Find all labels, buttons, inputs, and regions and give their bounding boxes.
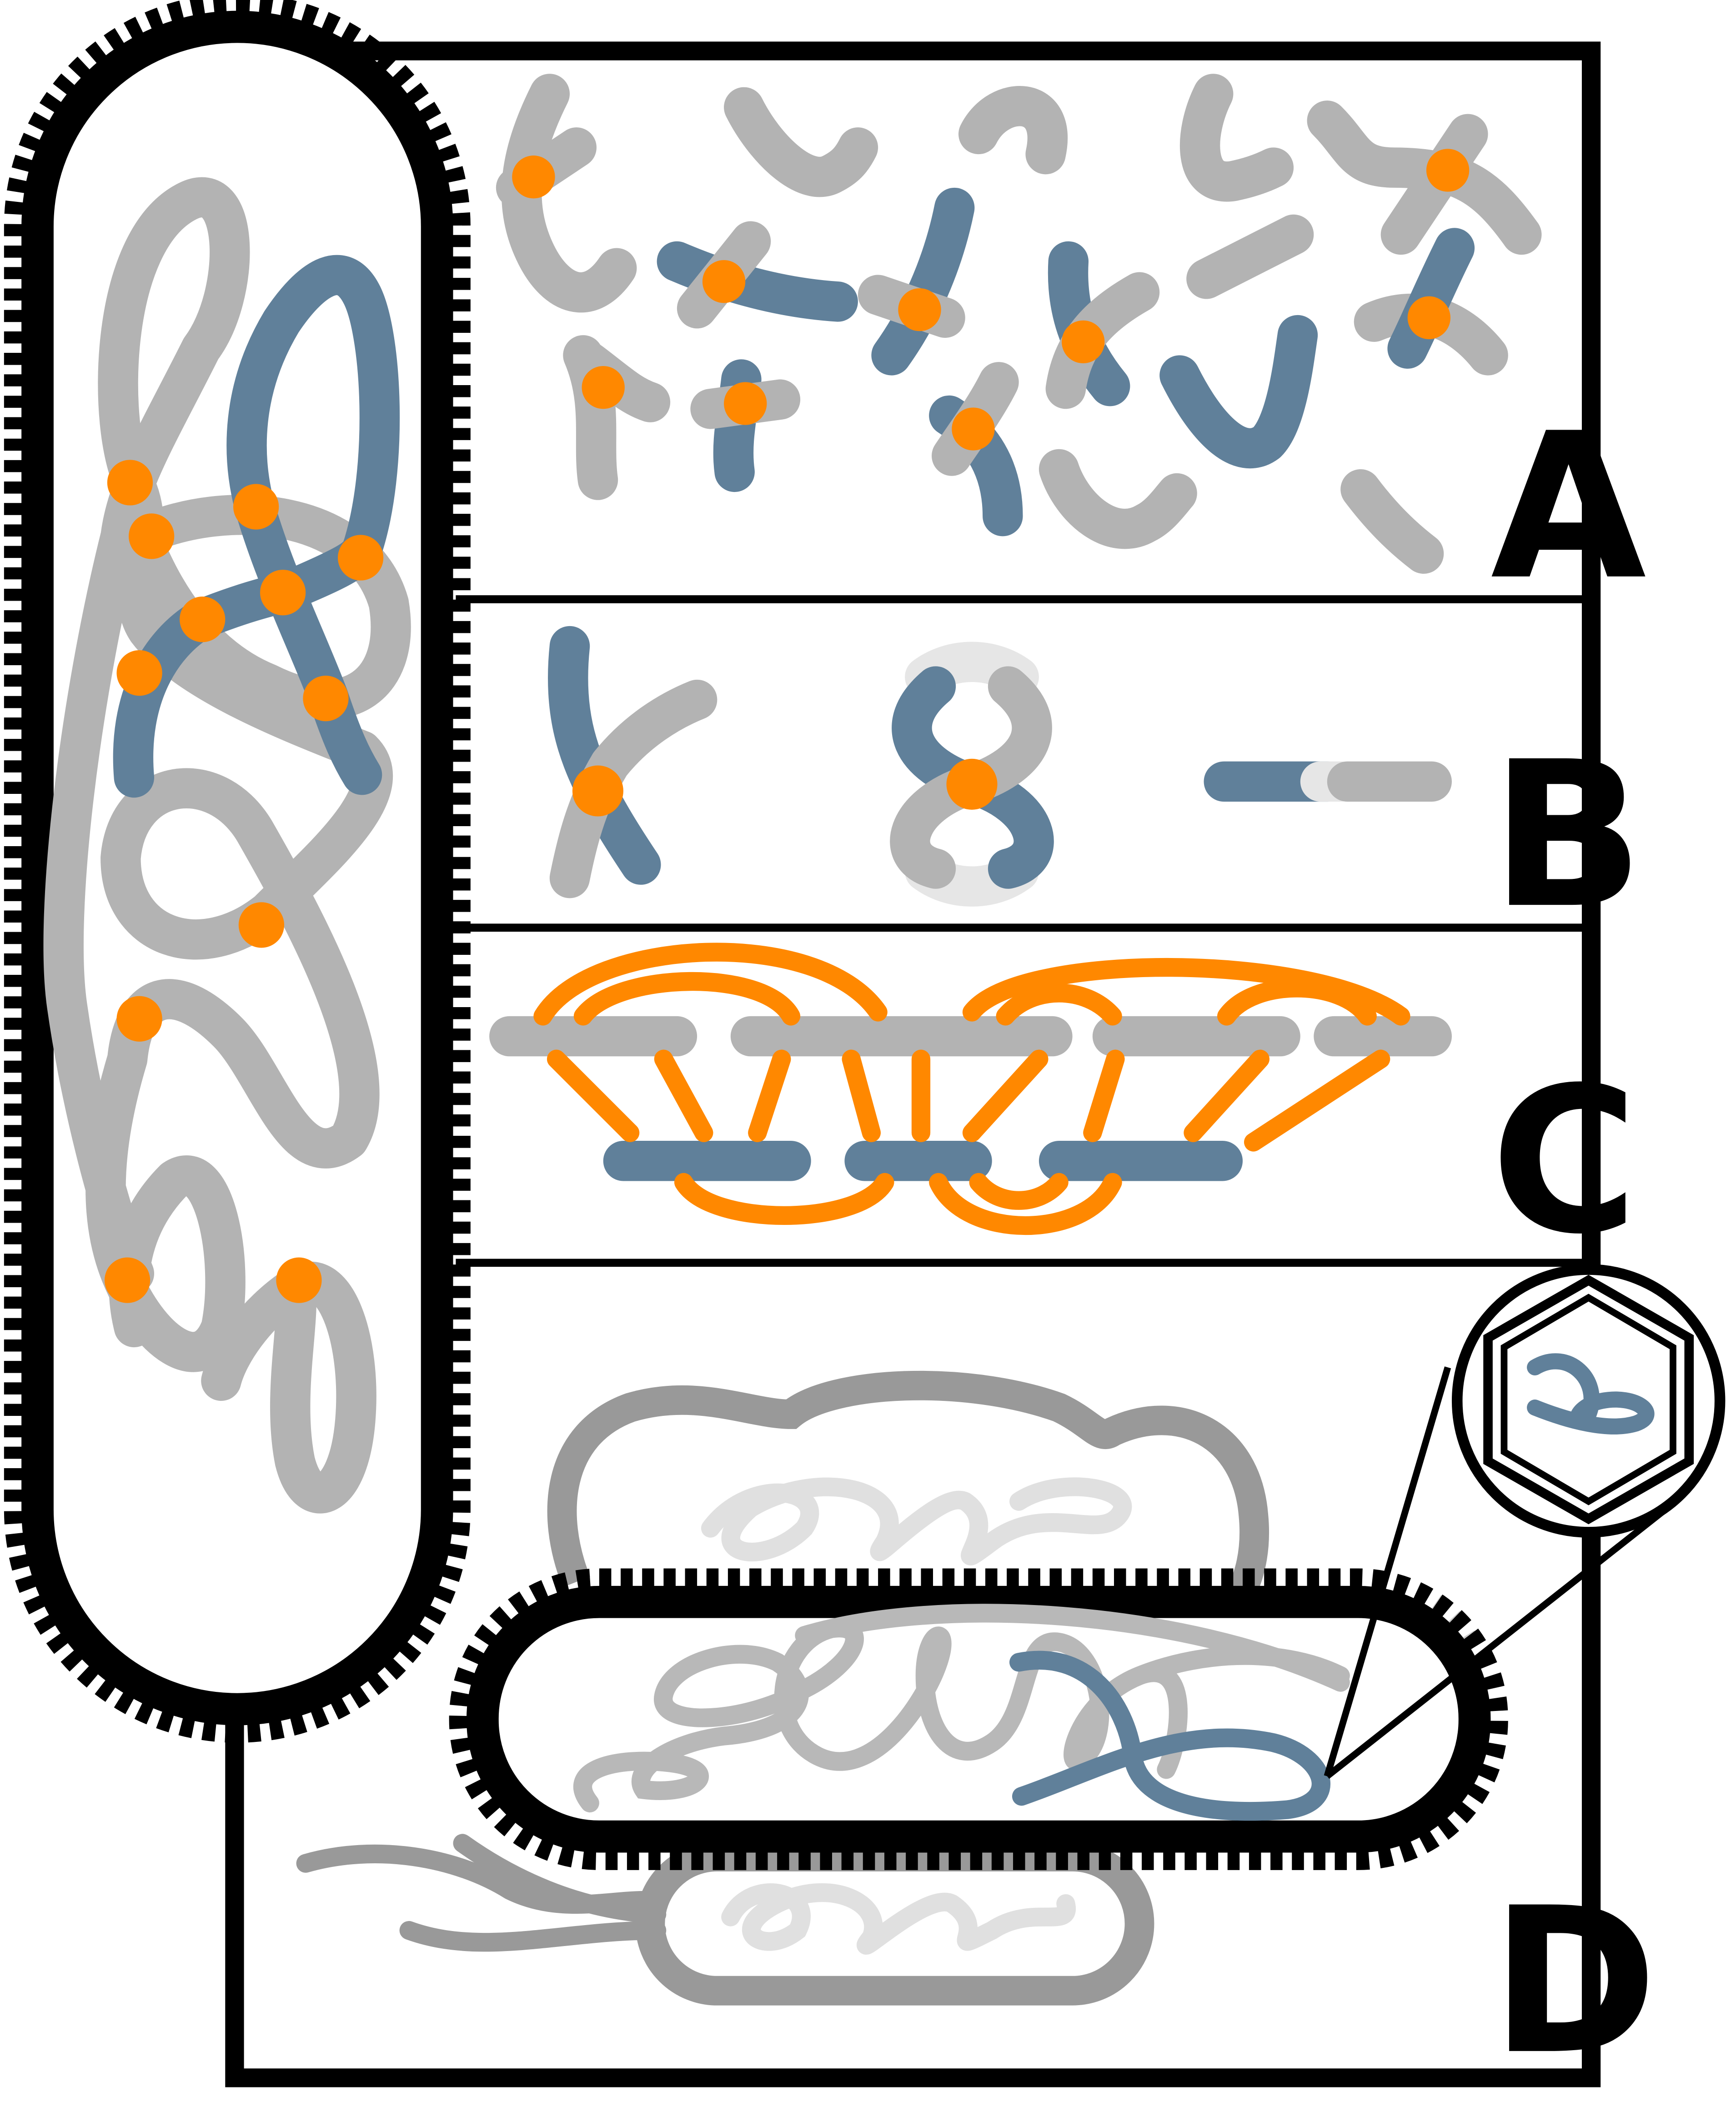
contact-arc — [533, 943, 888, 1026]
panel-label-b: B — [1490, 719, 1644, 953]
ghost-dna — [721, 1883, 1076, 1955]
contact-arc — [969, 1173, 1069, 1210]
panel-b: B — [547, 626, 1644, 953]
dna-fragment — [1180, 74, 1294, 202]
junction-dot — [1407, 296, 1451, 339]
dna-fragment — [1186, 214, 1314, 299]
dna-fragment-foreign — [871, 187, 975, 376]
dna-fragment — [1039, 449, 1197, 549]
dna-fragment-foreign — [657, 241, 858, 322]
junction-dot — [303, 675, 349, 722]
dna-fragment — [502, 74, 637, 313]
contact-arc — [674, 1173, 894, 1225]
junction-dot — [107, 460, 153, 506]
junction-dot — [724, 382, 767, 425]
bacterium-cell-small — [466, 1585, 1491, 1853]
host-chromosome — [573, 1604, 1350, 1813]
junction-dot — [104, 1257, 151, 1303]
host-strand — [549, 679, 717, 898]
flagellum — [399, 1921, 667, 1952]
junction-dot — [898, 288, 941, 331]
contact-line — [1083, 1049, 1125, 1142]
junction-dot — [276, 1257, 322, 1303]
host-chromosome — [43, 177, 411, 1514]
junction-dot — [233, 484, 279, 530]
foreign-dna — [1009, 1650, 1330, 1821]
junction-dot — [582, 366, 625, 409]
junction-dot — [238, 902, 285, 948]
dna-fragment — [1307, 100, 1542, 255]
junction-dot — [180, 597, 226, 642]
ghost-dna — [701, 1477, 1132, 1565]
contact-line — [1184, 1049, 1270, 1142]
junction-dot — [952, 407, 995, 451]
flagellum — [453, 1834, 667, 1924]
dna-fragment — [724, 87, 878, 197]
panel-label-c: C — [1490, 1045, 1638, 1279]
panel-label-d: D — [1490, 1865, 1657, 2099]
ghost-cell — [547, 1370, 1269, 1602]
contact-arc — [929, 1173, 1122, 1235]
contact-line — [962, 1049, 1049, 1142]
junction-dot — [116, 650, 162, 696]
contact-arc — [1217, 978, 1377, 1026]
contact-arc — [573, 972, 801, 1026]
junction-dot — [1062, 320, 1105, 364]
contact-line — [547, 1049, 640, 1142]
junction-dot — [116, 996, 162, 1042]
phage-capsid-inner — [1500, 1294, 1676, 1505]
dna-fragment-foreign — [1159, 315, 1318, 469]
panel-label-a: A — [1490, 391, 1647, 624]
panel-c: C — [489, 943, 1638, 1279]
junction-dot — [512, 156, 555, 199]
junction-dot — [129, 513, 175, 559]
contact-arc — [996, 983, 1122, 1026]
junction-dot — [572, 765, 623, 817]
contact-line — [748, 1049, 791, 1142]
contact-line — [1244, 1049, 1390, 1152]
junction-dot — [260, 570, 306, 616]
phage-dna-icon — [1527, 1353, 1655, 1435]
junction-dot — [1426, 149, 1470, 192]
junction-dot — [946, 758, 998, 810]
zoom-line — [1325, 1499, 1678, 1779]
dna-fragment — [1340, 469, 1444, 574]
contact-line — [654, 1049, 713, 1142]
dna-fragment — [958, 86, 1068, 175]
junction-dot — [702, 260, 746, 303]
zoom-line — [1324, 1366, 1451, 1777]
panel-a: A — [496, 74, 1648, 624]
junction-dot — [337, 535, 384, 581]
bacterium-cell-large — [4, 0, 471, 1743]
contact-line — [842, 1049, 881, 1142]
panel-d: D — [296, 1264, 1726, 2099]
